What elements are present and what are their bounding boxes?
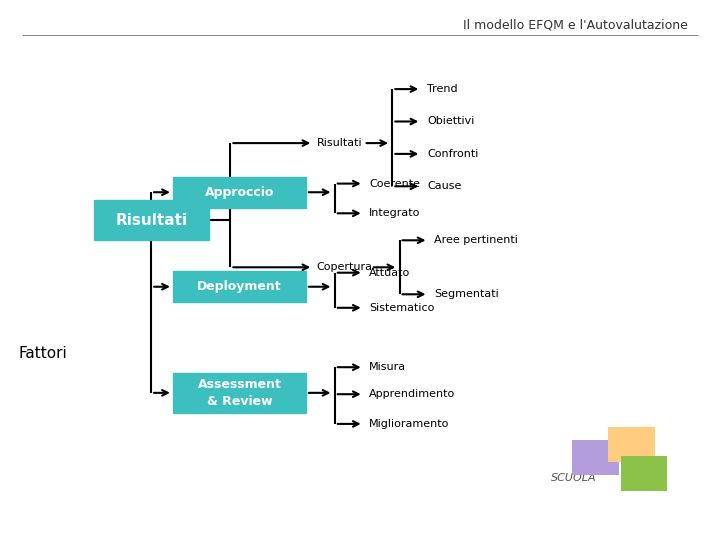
Text: Miglioramento: Miglioramento bbox=[369, 419, 450, 429]
Text: Approccio: Approccio bbox=[204, 186, 274, 199]
FancyBboxPatch shape bbox=[94, 200, 209, 240]
Text: Risultati: Risultati bbox=[115, 213, 187, 227]
Text: Segmentati: Segmentati bbox=[434, 289, 499, 299]
Text: Obiettivi: Obiettivi bbox=[427, 117, 474, 126]
Text: Trend: Trend bbox=[427, 84, 458, 94]
FancyBboxPatch shape bbox=[608, 427, 655, 462]
Text: Copertura: Copertura bbox=[317, 262, 373, 272]
Text: Integrato: Integrato bbox=[369, 208, 420, 218]
FancyBboxPatch shape bbox=[572, 440, 619, 475]
Text: Misura: Misura bbox=[369, 362, 407, 372]
FancyBboxPatch shape bbox=[173, 271, 306, 302]
Text: Coerente: Coerente bbox=[369, 179, 420, 188]
Text: Fattori: Fattori bbox=[18, 346, 67, 361]
Text: Attuato: Attuato bbox=[369, 268, 410, 278]
Text: Il modello EFQM e l'Autovalutazione: Il modello EFQM e l'Autovalutazione bbox=[463, 19, 688, 32]
Text: Risultati: Risultati bbox=[317, 138, 362, 148]
Text: Apprendimento: Apprendimento bbox=[369, 389, 456, 399]
FancyBboxPatch shape bbox=[621, 456, 667, 491]
Text: Sistematico: Sistematico bbox=[369, 303, 435, 313]
Text: Confronti: Confronti bbox=[427, 149, 478, 159]
FancyBboxPatch shape bbox=[173, 373, 306, 413]
Text: Cause: Cause bbox=[427, 181, 462, 191]
Text: Aree pertinenti: Aree pertinenti bbox=[434, 235, 518, 245]
Text: SCUOLA: SCUOLA bbox=[551, 473, 596, 483]
Text: Assessment
& Review: Assessment & Review bbox=[197, 378, 282, 408]
Text: Deployment: Deployment bbox=[197, 280, 282, 293]
FancyBboxPatch shape bbox=[173, 177, 306, 208]
